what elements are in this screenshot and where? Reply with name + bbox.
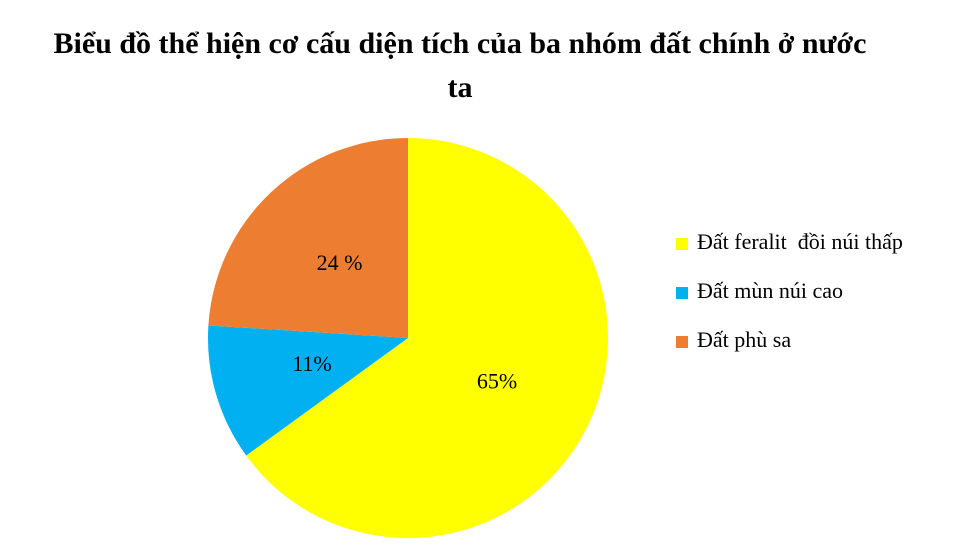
data-label: 24 %: [317, 250, 363, 275]
pie-slice: [208, 325, 408, 456]
chart-title: Biểu đồ thể hiện cơ cấu diện tích của ba…: [53, 27, 867, 104]
pie-slice: [208, 138, 408, 338]
legend-swatch: [676, 287, 688, 299]
legend-swatch: [676, 238, 688, 250]
data-label: 11%: [292, 351, 332, 376]
legend-label: Đất feralit đồi núi thấp: [697, 229, 903, 254]
data-label: 65%: [477, 368, 517, 393]
legend-label: Đất mùn núi cao: [697, 278, 843, 303]
legend-swatch: [676, 336, 688, 348]
legend-label: Đất phù sa: [697, 327, 791, 352]
pie-slice: [246, 138, 608, 539]
